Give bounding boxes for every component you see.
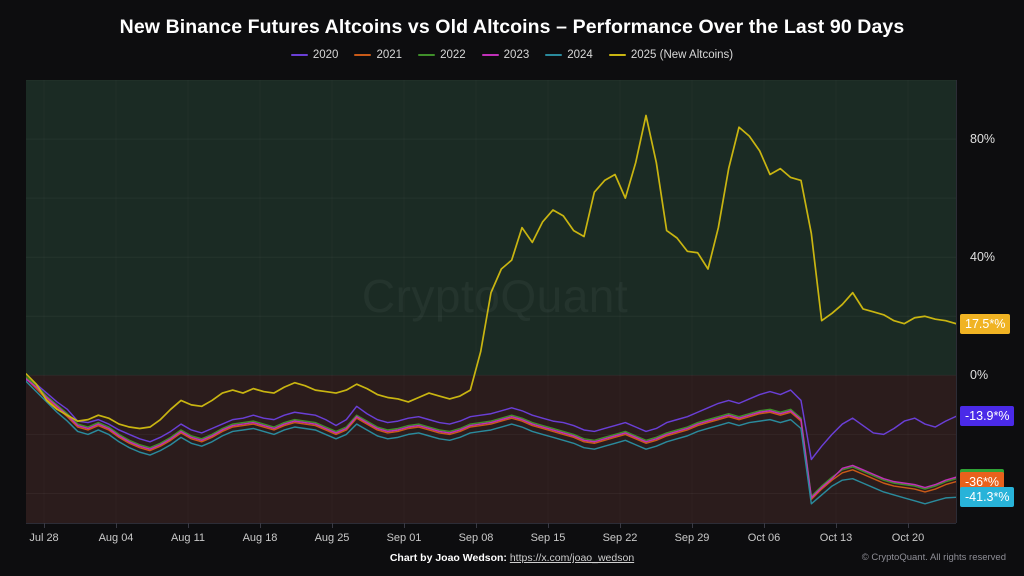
x-axis-tick-mark <box>620 523 621 528</box>
legend-swatch-icon <box>290 54 308 56</box>
value-badge-2024: -41.3*% <box>960 487 1015 508</box>
series-line-2025 <box>26 114 956 430</box>
x-axis-tick-mark <box>836 523 837 528</box>
x-axis-tick-label: Oct 13 <box>819 532 853 544</box>
x-axis-tick-label: Aug 25 <box>314 532 350 544</box>
legend-swatch-icon <box>545 54 563 56</box>
legend-item-label: 2020 <box>312 49 339 61</box>
x-axis: Jul 28 Aug 04 Aug 11 Aug 18 Aug 25 Sep 01 Sep … <box>0 523 1024 549</box>
legend-item-2024[interactable]: 2024 <box>545 49 593 61</box>
x-axis-tick-label: Oct 06 <box>747 532 781 544</box>
value-badge-2021: -36*% <box>960 471 1005 492</box>
chart-legend: 2020 2021 2022 2023 2024 2025 (New Altcoins) <box>0 49 1024 61</box>
negative-zone-band <box>26 375 956 523</box>
y-axis: 80%40%0%17.5*%-13.9*%-35*%-36*%-41.3*% <box>956 80 1024 523</box>
x-axis-tick-label: Sep 15 <box>530 532 566 544</box>
legend-swatch-icon <box>418 54 436 56</box>
page-title: New Binance Futures Altcoins vs Old Altc… <box>119 16 905 38</box>
x-axis-tick-mark <box>908 523 909 528</box>
x-axis-tick-mark <box>332 523 333 528</box>
legend-item-2022[interactable]: 2022 <box>418 49 466 61</box>
chart-credit: Chart by Joao Wedson: https://x.com/joao… <box>390 552 634 564</box>
x-axis-tick-mark <box>548 523 549 528</box>
legend-item-2025[interactable]: 2025 (New Altcoins) <box>608 49 734 61</box>
x-axis-tick-label: Sep 29 <box>674 532 710 544</box>
legend-item-label: 2021 <box>376 49 403 61</box>
x-axis-tick-label: Jul 28 <box>29 532 59 544</box>
legend-swatch-icon <box>608 54 626 56</box>
author-link[interactable]: https://x.com/joao_wedson <box>509 552 635 564</box>
legend-swatch-icon <box>481 54 499 56</box>
plot-area: CryptoQuant <box>26 80 956 523</box>
legend-swatch-icon <box>354 54 372 56</box>
legend-item-label: 2024 <box>567 49 593 61</box>
legend-item-label: 2025 (New Altcoins) <box>630 49 734 61</box>
x-axis-tick-label: Aug 18 <box>242 532 278 544</box>
x-axis-tick-label: Oct 20 <box>891 532 925 544</box>
series-line-2024 <box>26 380 956 505</box>
y-axis-tick-label: 40% <box>970 250 996 265</box>
x-axis-tick-label: Sep 22 <box>602 532 638 544</box>
x-axis-tick-mark <box>188 523 189 528</box>
footer: Chart by Joao Wedson: https://x.com/joao… <box>0 552 1024 574</box>
series-line-2023 <box>26 378 956 499</box>
series-line-2020 <box>26 379 956 461</box>
value-badge-2020: -13.9*% <box>960 406 1015 427</box>
series-line-2022 <box>26 376 956 498</box>
copyright-text: © CryptoQuant. All rights reserved <box>861 552 1006 563</box>
x-axis-tick-label: Sep 01 <box>386 532 422 544</box>
value-badge-2025: 17.5*% <box>960 313 1011 334</box>
credit-prefix: Chart by Joao Wedson: <box>389 552 507 564</box>
x-axis-tick-label: Aug 04 <box>98 532 134 544</box>
line-chart-svg <box>26 80 956 523</box>
x-axis-tick-label: Aug 11 <box>170 532 206 544</box>
legend-item-2023[interactable]: 2023 <box>481 49 530 61</box>
positive-zone-band <box>26 80 956 376</box>
x-axis-tick-mark <box>476 523 477 528</box>
x-axis-tick-mark <box>404 523 405 528</box>
legend-item-2021[interactable]: 2021 <box>354 49 402 61</box>
legend-item-label: 2022 <box>440 49 466 61</box>
x-axis-line <box>26 523 956 524</box>
y-axis-line <box>956 80 957 523</box>
y-axis-tick-label: 0% <box>970 368 989 383</box>
x-axis-tick-mark <box>116 523 117 528</box>
x-axis-tick-mark <box>692 523 693 528</box>
x-axis-tick-mark <box>260 523 261 528</box>
x-axis-tick-mark <box>44 523 45 528</box>
legend-item-label: 2023 <box>503 49 530 61</box>
x-axis-tick-label: Sep 08 <box>458 532 494 544</box>
y-axis-tick-label: 80% <box>970 132 996 147</box>
x-axis-tick-mark <box>764 523 765 528</box>
legend-item-2020[interactable]: 2020 <box>290 49 339 61</box>
